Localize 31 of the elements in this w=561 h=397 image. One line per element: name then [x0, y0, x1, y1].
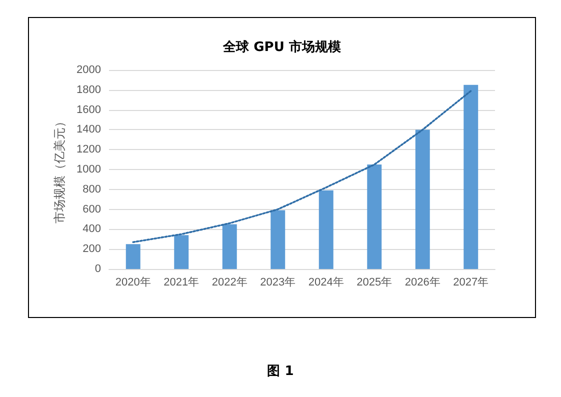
- bar: [174, 235, 189, 269]
- y-tick-label: 600: [82, 203, 101, 216]
- bar: [318, 190, 334, 269]
- x-tick-label: 2021年: [164, 276, 200, 288]
- bar: [415, 130, 430, 269]
- bar: [222, 224, 237, 269]
- y-tick-label: 1400: [76, 124, 101, 136]
- x-tick-label: 2027年: [453, 276, 489, 288]
- y-tick-label: 1000: [76, 164, 101, 176]
- bar: [126, 244, 140, 269]
- x-tick-label: 2025年: [356, 276, 392, 288]
- y-axis-title: 市场规模（亿美元）: [52, 116, 67, 224]
- x-tick-label: 2022年: [212, 276, 248, 288]
- caption: 图 1: [266, 363, 295, 380]
- x-tick-label: 2024年: [308, 276, 344, 288]
- chart-title: 全球 GPU 市场规模: [222, 39, 341, 55]
- y-tick-label: 400: [82, 223, 101, 236]
- y-tick-label: 1800: [76, 84, 101, 96]
- bar: [367, 164, 382, 269]
- line-series: [132, 90, 472, 244]
- x-tick-label: 2023年: [260, 276, 296, 288]
- y-tick-label: 200: [82, 243, 101, 256]
- y-tick-label: 2000: [76, 64, 101, 76]
- y-tick-label: 1200: [76, 144, 101, 156]
- bar: [464, 84, 478, 269]
- bar: [270, 210, 286, 269]
- x-tick-label: 2020年: [115, 276, 151, 288]
- y-tick-label: 0: [94, 263, 101, 275]
- x-tick-label: 2026年: [404, 276, 440, 288]
- y-tick-label: 800: [82, 183, 101, 196]
- y-tick-label: 1600: [76, 104, 101, 116]
